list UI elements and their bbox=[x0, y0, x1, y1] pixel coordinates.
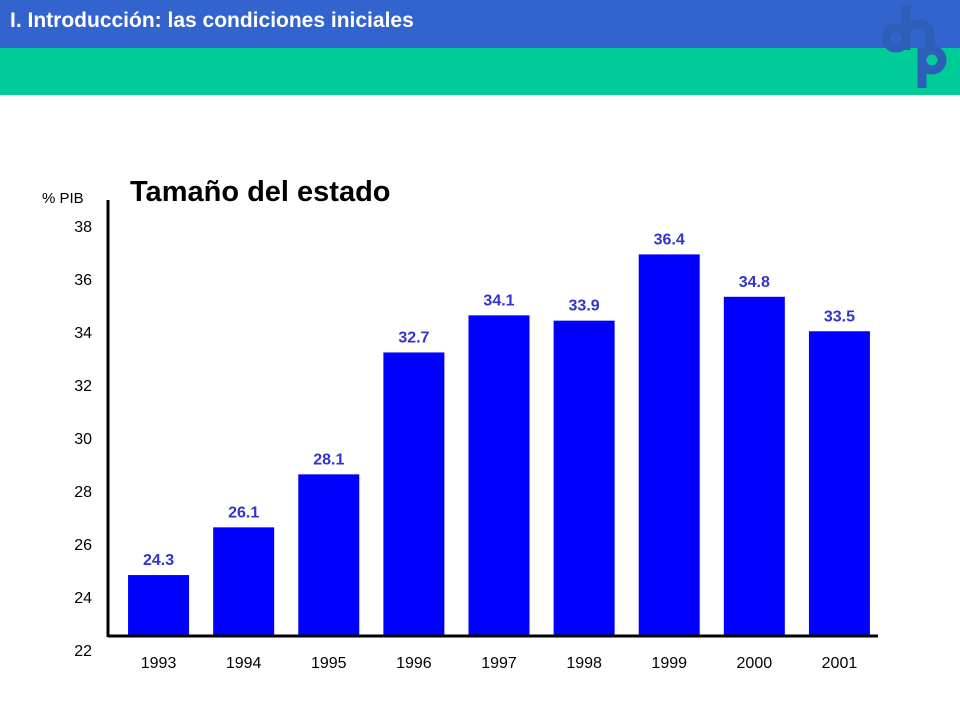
bar bbox=[723, 296, 785, 636]
x-tick-label: 1995 bbox=[311, 655, 347, 672]
accent-band bbox=[0, 48, 960, 95]
bar bbox=[808, 331, 870, 636]
x-tick-label: 1993 bbox=[141, 655, 177, 672]
data-label: 36.4 bbox=[654, 231, 685, 248]
header-band bbox=[0, 0, 960, 48]
x-tick-label: 2001 bbox=[822, 655, 858, 672]
data-label: 24.3 bbox=[143, 552, 174, 569]
x-tick-label: 1998 bbox=[566, 655, 602, 672]
y-tick-label: 32 bbox=[74, 378, 92, 395]
page-title: I. Introducción: las condiciones inicial… bbox=[10, 9, 414, 32]
y-tick-label: 26 bbox=[74, 537, 92, 554]
chart-title: Tamaño del estado bbox=[130, 176, 391, 208]
x-tick-label: 1996 bbox=[396, 655, 432, 672]
x-tick-label: 1999 bbox=[651, 655, 687, 672]
bar bbox=[298, 474, 360, 636]
data-label: 33.9 bbox=[569, 298, 600, 315]
x-tick-label: 1997 bbox=[481, 655, 517, 672]
data-label: 26.1 bbox=[228, 504, 259, 521]
y-tick-label: 36 bbox=[74, 272, 92, 289]
y-tick-label: 28 bbox=[74, 484, 92, 501]
bar bbox=[128, 575, 190, 636]
y-axis-label: % PIB bbox=[42, 190, 84, 207]
logo-n bbox=[901, 19, 935, 50]
bar bbox=[638, 254, 700, 636]
y-tick-label: 22 bbox=[74, 643, 92, 660]
bar bbox=[468, 315, 530, 636]
data-label: 33.5 bbox=[824, 308, 855, 325]
y-tick-label: 30 bbox=[74, 431, 92, 448]
x-tick-label: 1994 bbox=[226, 655, 262, 672]
data-label: 32.7 bbox=[398, 329, 429, 346]
data-label: 34.1 bbox=[483, 292, 514, 309]
data-label: 34.8 bbox=[739, 274, 770, 291]
y-tick-label: 38 bbox=[74, 219, 92, 236]
y-tick-label: 24 bbox=[74, 590, 92, 607]
bar bbox=[213, 527, 275, 636]
bar bbox=[383, 352, 445, 636]
x-tick-label: 2000 bbox=[737, 655, 773, 672]
dnp-logo bbox=[881, 6, 947, 88]
y-tick-label: 34 bbox=[74, 325, 92, 342]
bar bbox=[553, 320, 615, 636]
data-label: 28.1 bbox=[313, 451, 344, 468]
